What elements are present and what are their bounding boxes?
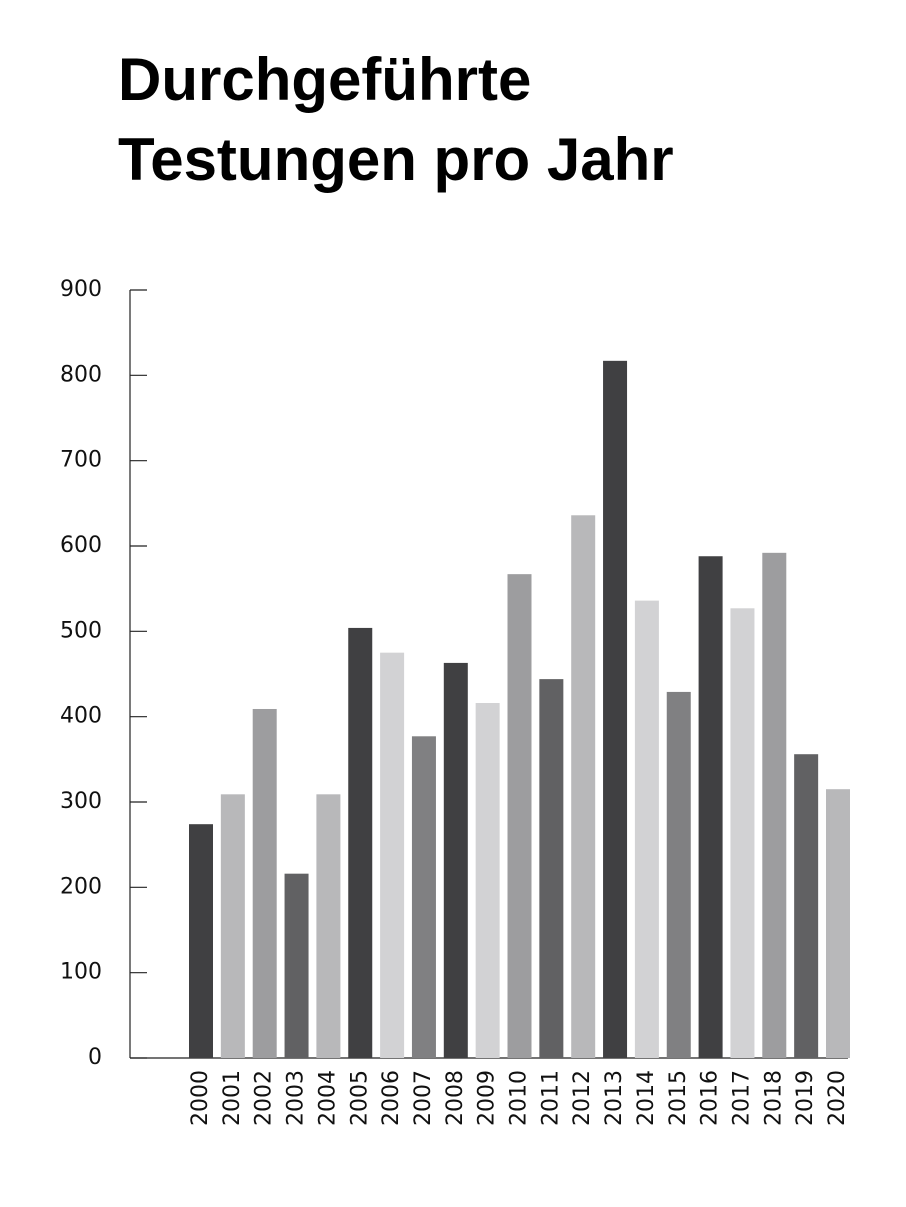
bar [252, 708, 277, 1058]
x-tick-label: 2020 [825, 1070, 850, 1126]
y-tick-label: 500 [60, 618, 102, 643]
chart-title: Durchgeführte Testungen pro Jahr [118, 46, 674, 193]
x-tick-label: 2015 [666, 1070, 691, 1126]
bar [634, 600, 659, 1058]
bar [189, 824, 213, 1058]
x-tick-label: 2002 [252, 1070, 277, 1126]
bar [571, 515, 596, 1058]
y-tick-label: 900 [60, 277, 102, 302]
bar [507, 574, 532, 1058]
x-tick-label: 2005 [347, 1070, 372, 1126]
bar [475, 703, 500, 1058]
y-tick-label: 400 [60, 704, 102, 729]
x-tick-label: 2008 [443, 1070, 468, 1126]
x-tick-label: 2017 [729, 1070, 754, 1126]
bar [539, 679, 564, 1058]
bar [443, 662, 468, 1058]
x-tick-label: 2006 [379, 1070, 404, 1126]
x-tick-label: 2012 [570, 1070, 595, 1126]
bar [603, 360, 628, 1058]
x-tick-label: 2018 [761, 1070, 786, 1126]
bar [762, 552, 787, 1058]
x-tick-label: 2016 [698, 1070, 723, 1126]
bar [794, 754, 819, 1058]
y-tick-label: 600 [60, 533, 102, 558]
x-tick-label: 2011 [538, 1070, 563, 1126]
bar [730, 608, 755, 1058]
bar [666, 691, 691, 1058]
y-tick-label: 700 [60, 448, 102, 473]
y-tick-label: 100 [60, 960, 102, 985]
x-tick-label: 2003 [284, 1070, 309, 1126]
x-tick-label: 2019 [793, 1070, 818, 1126]
bar [411, 736, 436, 1058]
x-tick-label: 2013 [602, 1070, 627, 1126]
bar [284, 873, 309, 1058]
bar [348, 627, 373, 1058]
y-tick-label: 200 [60, 874, 102, 899]
bar [380, 652, 405, 1058]
bar [698, 556, 723, 1058]
y-tick-label: 0 [88, 1045, 102, 1070]
x-tick-label: 2001 [220, 1070, 245, 1126]
bar [826, 789, 850, 1058]
y-tick-label: 300 [60, 789, 102, 814]
x-tick-label: 2007 [411, 1070, 436, 1126]
x-tick-label: 2000 [188, 1070, 213, 1126]
bar [316, 794, 341, 1058]
x-tick-label: 2010 [507, 1070, 532, 1126]
bar [220, 794, 245, 1058]
x-tick-label: 2004 [315, 1070, 340, 1126]
y-tick-label: 800 [60, 362, 102, 387]
x-tick-label: 2009 [475, 1070, 500, 1126]
x-tick-label: 2014 [634, 1070, 659, 1126]
